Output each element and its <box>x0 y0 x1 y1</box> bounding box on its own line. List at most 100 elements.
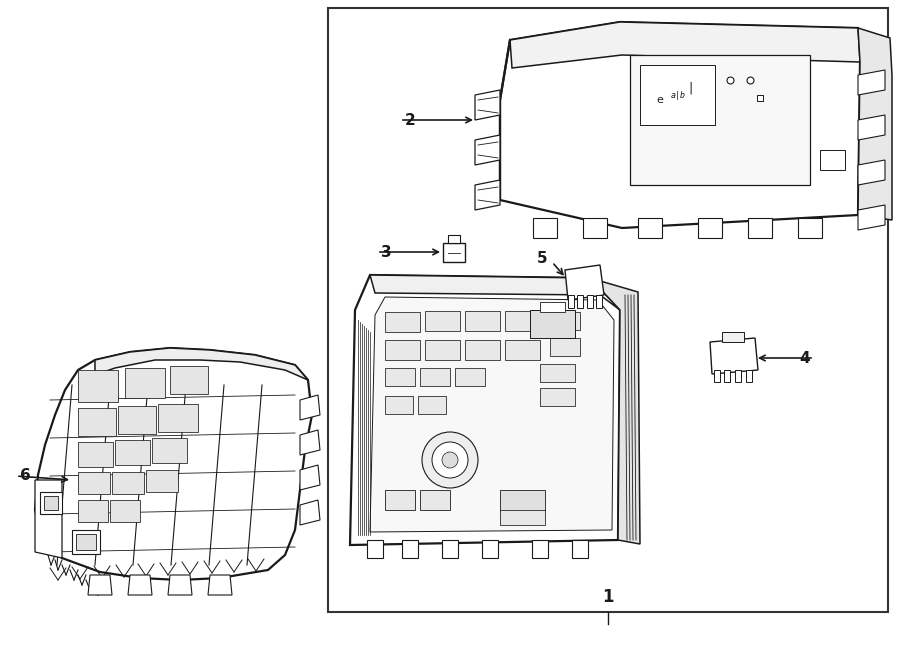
Polygon shape <box>402 540 418 558</box>
Bar <box>328 8 888 612</box>
Bar <box>118 406 156 434</box>
Bar <box>530 310 575 338</box>
Polygon shape <box>475 90 500 120</box>
Polygon shape <box>858 205 885 230</box>
Bar <box>418 396 446 414</box>
Bar <box>500 490 545 512</box>
Polygon shape <box>482 540 498 558</box>
Bar <box>505 311 540 331</box>
Text: 3: 3 <box>382 244 392 260</box>
Polygon shape <box>533 218 557 238</box>
Polygon shape <box>596 295 602 308</box>
Polygon shape <box>168 575 192 595</box>
Circle shape <box>432 442 468 478</box>
Circle shape <box>442 452 458 468</box>
Bar <box>640 65 715 125</box>
Bar <box>112 472 144 494</box>
Bar <box>540 364 575 382</box>
Bar <box>40 492 62 514</box>
Bar <box>455 368 485 386</box>
Polygon shape <box>35 480 62 558</box>
Polygon shape <box>448 235 460 243</box>
Text: e: e <box>657 95 663 105</box>
Polygon shape <box>300 395 320 420</box>
Text: 4: 4 <box>799 350 810 365</box>
Polygon shape <box>95 348 308 380</box>
Polygon shape <box>714 370 720 382</box>
Bar <box>425 311 460 331</box>
Polygon shape <box>858 115 885 140</box>
Bar <box>115 440 150 465</box>
Bar <box>425 340 460 360</box>
Text: 5: 5 <box>536 250 547 265</box>
Bar <box>540 388 575 406</box>
Bar <box>505 340 540 360</box>
Polygon shape <box>798 218 822 238</box>
Bar <box>820 150 845 170</box>
Polygon shape <box>590 278 640 544</box>
Bar <box>550 338 580 356</box>
Bar <box>420 490 450 510</box>
Polygon shape <box>724 370 730 382</box>
Polygon shape <box>710 338 758 374</box>
Polygon shape <box>443 243 465 262</box>
Bar <box>170 366 208 394</box>
Bar <box>158 404 198 432</box>
Polygon shape <box>698 218 722 238</box>
Polygon shape <box>510 22 860 68</box>
Polygon shape <box>565 265 604 300</box>
Bar <box>465 311 500 331</box>
Bar <box>630 55 810 185</box>
Polygon shape <box>208 575 232 595</box>
Polygon shape <box>748 218 772 238</box>
Polygon shape <box>442 540 458 558</box>
Bar <box>125 368 165 398</box>
Polygon shape <box>583 218 607 238</box>
Polygon shape <box>370 297 614 532</box>
Text: 2: 2 <box>404 113 415 128</box>
Polygon shape <box>577 295 583 308</box>
Text: |: | <box>688 81 692 95</box>
Text: a|b: a|b <box>670 91 686 99</box>
Bar <box>146 470 178 492</box>
Polygon shape <box>35 348 312 580</box>
Bar <box>76 534 96 550</box>
Polygon shape <box>568 295 574 308</box>
Bar <box>550 312 580 330</box>
Polygon shape <box>532 540 548 558</box>
Text: 1: 1 <box>602 588 614 606</box>
Bar <box>465 340 500 360</box>
Polygon shape <box>88 575 112 595</box>
Polygon shape <box>370 275 620 310</box>
Circle shape <box>422 432 478 488</box>
Bar <box>385 312 420 332</box>
Polygon shape <box>746 370 752 382</box>
Bar <box>110 500 140 522</box>
Bar <box>722 332 744 342</box>
Text: 6: 6 <box>21 469 31 483</box>
Bar <box>78 408 116 436</box>
Bar <box>540 302 565 312</box>
Bar <box>500 510 545 525</box>
Polygon shape <box>587 295 593 308</box>
Bar <box>78 370 118 402</box>
Polygon shape <box>858 70 885 95</box>
Bar <box>385 490 415 510</box>
Polygon shape <box>350 275 620 545</box>
Bar <box>78 442 113 467</box>
Bar <box>385 396 413 414</box>
Bar <box>152 438 187 463</box>
Bar <box>385 340 420 360</box>
Polygon shape <box>858 28 892 220</box>
Bar <box>385 368 415 386</box>
Polygon shape <box>735 370 741 382</box>
Bar <box>78 472 110 494</box>
Polygon shape <box>128 575 152 595</box>
Bar <box>44 496 58 510</box>
Polygon shape <box>367 540 383 558</box>
Polygon shape <box>475 135 500 165</box>
Polygon shape <box>475 180 500 210</box>
Bar <box>78 500 108 522</box>
Polygon shape <box>638 218 662 238</box>
Polygon shape <box>500 22 860 228</box>
